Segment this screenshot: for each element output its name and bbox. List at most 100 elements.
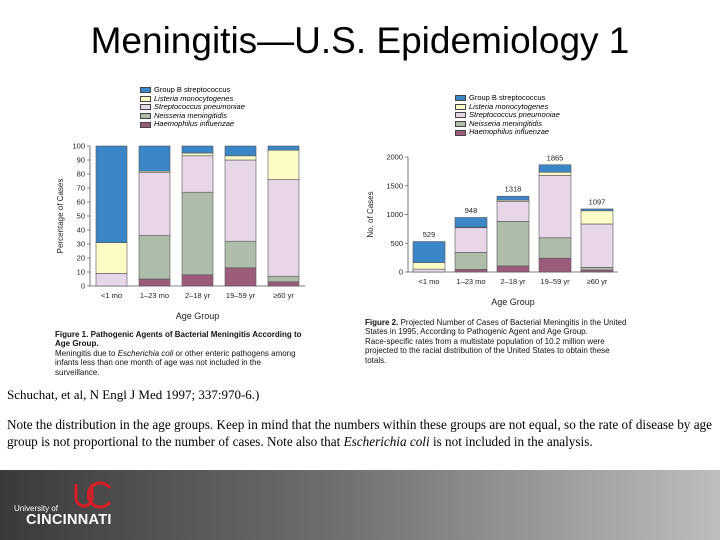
note-text: Note the distribution in the age groups.…	[7, 417, 712, 449]
bar-segment	[580, 208, 614, 212]
bar-segment	[538, 237, 572, 259]
bar-segment	[454, 217, 488, 228]
bar-segment	[412, 262, 446, 270]
slide-note: Note the distribution in the age groups.…	[7, 416, 712, 450]
footer-bar	[0, 470, 720, 540]
data-label: 1865	[547, 153, 564, 162]
figure-2-caption: Figure 2. Projected Number of Cases of B…	[365, 318, 627, 365]
bar-segment	[412, 268, 446, 273]
legend-swatch	[455, 121, 466, 128]
bar-segment	[454, 252, 488, 270]
y-tick-label: 30	[77, 240, 85, 249]
bar-segment	[224, 155, 257, 161]
logo-small-text: University of	[14, 504, 59, 513]
legend-label: Streptococcus pneumoniae	[154, 102, 245, 112]
figure-1-caption: Figure 1. Pathogenic Agents of Bacterial…	[55, 330, 307, 377]
legend-item: Neisseria meningitidis	[455, 119, 560, 129]
y-tick-label: 60	[77, 198, 85, 207]
bar-segment	[538, 257, 572, 273]
data-label-bg	[421, 230, 437, 239]
bar-segment	[95, 145, 128, 243]
legend-item: Group B streptococcus	[455, 93, 560, 103]
bar-segment	[138, 235, 171, 280]
legend-swatch	[140, 95, 151, 102]
legend-item: Listeria monocytogenes	[140, 93, 245, 104]
y-axis-label: Percentage of Cases	[56, 179, 65, 254]
bar-segment	[454, 227, 488, 253]
caption-note-italic: Escherichia coli	[117, 348, 174, 358]
bar-segment	[267, 275, 300, 283]
y-tick-label: 500	[390, 239, 403, 248]
caption-title: Figure 1.	[55, 330, 89, 339]
y-tick-label: 0	[81, 282, 85, 291]
caption-note: or other enteric pathogens among infants…	[55, 348, 296, 377]
figure-1-legend: Group B streptococcus Listeria monocytog…	[140, 85, 245, 129]
figure-1-panel	[50, 82, 310, 382]
legend-label: Listeria monocytogenes	[154, 93, 234, 103]
x-axis-label: Age Group	[491, 297, 535, 307]
data-label-bg	[545, 153, 565, 162]
x-tick-label: 19–59 yr	[226, 291, 256, 300]
legend-item: Streptococcus pneumoniae	[140, 103, 245, 112]
figure-2-chart: 0 500 1000 1500 2000 <1 mo 529 1–23 mo 948 2–18 y…	[366, 153, 618, 307]
university-logo	[74, 481, 112, 509]
data-label: 1318	[505, 185, 522, 194]
bar-segment	[224, 159, 257, 242]
legend-label: Group B streptococcus	[154, 85, 231, 94]
legend-item: Listeria monocytogenes	[455, 101, 560, 112]
figure-1-chart: 0 10 20 30 40 50 60 70 80 90 100 <1 mo 1–23 mo 2–18 y…	[56, 142, 305, 321]
bar-segment	[496, 265, 530, 273]
legend-label: Neisseria meningitidis	[154, 110, 227, 120]
bar-segment	[181, 145, 214, 154]
legend-swatch	[455, 103, 466, 110]
x-tick-label: 2–18 yr	[500, 277, 526, 286]
caption-text: Pathogenic Agents of Bacterial Meningiti…	[55, 330, 302, 349]
y-axis-label: No. of Cases	[366, 191, 375, 237]
bar-segment	[538, 175, 572, 239]
note-text: is not included in the analysis.	[429, 434, 593, 449]
legend-label: Listeria monocytogenes	[469, 101, 549, 111]
bar-segment	[580, 267, 614, 271]
x-tick-label: ≥60 yr	[273, 291, 294, 300]
legend-swatch	[455, 112, 466, 119]
y-tick-label: 70	[77, 184, 85, 193]
legend-label: Streptococcus pneumoniae	[469, 110, 560, 120]
bar-segment	[580, 210, 614, 225]
data-label-bg	[587, 197, 607, 206]
x-tick-label: <1 mo	[418, 277, 439, 286]
citation: Schuchat, et al, N Engl J Med 1997; 337:…	[7, 387, 260, 402]
x-axis-label: Age Group	[176, 311, 220, 321]
y-tick-label: 100	[72, 142, 85, 151]
caption-note: Meningitis due to	[55, 348, 118, 358]
bar-segment	[138, 145, 171, 172]
x-tick-label: 1–23 mo	[140, 291, 169, 300]
data-label: 1097	[589, 197, 606, 206]
x-tick-label: ≥60 yr	[587, 277, 608, 286]
caption-note: Race-specific rates from a multistate po…	[365, 336, 610, 365]
data-label: 948	[465, 206, 478, 215]
legend-item: Haemophilus influenzae	[140, 120, 245, 129]
bar-segment	[267, 179, 300, 277]
bar-segment	[580, 269, 614, 273]
bar-segment	[224, 145, 257, 157]
x-tick-label: <1 mo	[101, 291, 122, 300]
slide-title: Meningitis—U.S. Epidemiology 1	[90, 20, 630, 61]
bar-segment	[138, 278, 171, 287]
y-tick-label: 80	[77, 170, 85, 179]
bar-segment	[580, 223, 614, 268]
bar-segment	[267, 281, 300, 287]
legend-item: Haemophilus influenzae	[455, 128, 560, 137]
y-tick-label: 20	[77, 254, 85, 263]
legend-swatch	[140, 113, 151, 120]
bar-segment	[224, 267, 257, 287]
y-tick-label: 2000	[386, 153, 403, 162]
bar-segment	[267, 149, 300, 180]
bar-segment	[538, 164, 572, 173]
legend-label: Haemophilus influenzae	[154, 119, 235, 129]
x-tick-label: 2–18 yr	[185, 291, 211, 300]
legend-swatch	[140, 87, 151, 94]
bar-segment	[181, 155, 214, 193]
bar-segment	[496, 201, 530, 222]
bar-segment	[496, 195, 530, 201]
bar-segment	[538, 171, 572, 176]
